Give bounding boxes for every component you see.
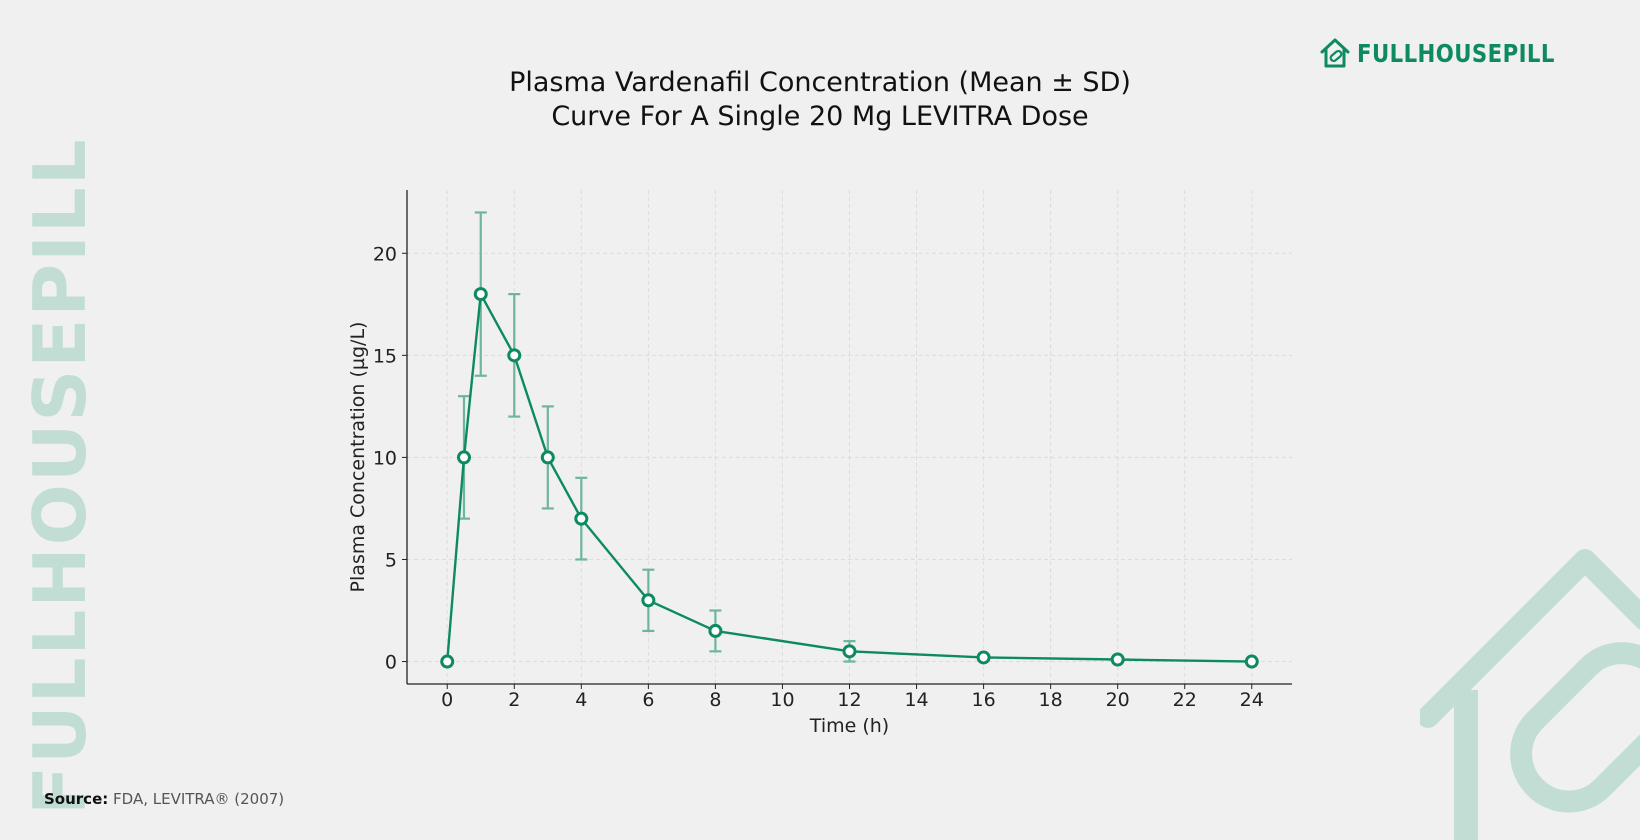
data-point [842, 644, 857, 659]
x-tick-label: 0 [441, 689, 453, 711]
x-tick-label: 20 [1106, 689, 1130, 711]
chart-title-line-1: Plasma Vardenafil Concentration (Mean ± … [509, 67, 1131, 98]
data-point [708, 623, 723, 638]
y-tick-label: 10 [373, 447, 397, 469]
brand-logo-text: FULLHOUSEPILL [1357, 38, 1556, 68]
source-note: Source: FDA, LEVITRA® (2007) [44, 790, 284, 808]
data-point [1244, 654, 1259, 669]
y-axis-label: Plasma Concentration (µg/L) [347, 322, 369, 593]
brand-logo: FULLHOUSEPILL [1319, 37, 1590, 69]
x-tick-label: 2 [508, 689, 520, 711]
x-axis-label: Time (h) [809, 715, 889, 737]
data-point [1110, 652, 1125, 667]
data-point [440, 654, 455, 669]
source-text: FDA, LEVITRA® (2007) [113, 790, 285, 808]
data-point [976, 650, 991, 665]
y-tick-label: 15 [373, 345, 397, 367]
house-watermark-icon [1420, 549, 1640, 840]
y-tick-label: 20 [373, 243, 397, 265]
x-tick-label: 4 [575, 689, 587, 711]
x-tick-label: 16 [971, 689, 995, 711]
y-tick-label: 0 [385, 652, 397, 674]
x-tick-label: 12 [837, 689, 861, 711]
data-point [574, 511, 589, 526]
x-tick-label: 6 [642, 689, 654, 711]
data-point [641, 593, 656, 608]
x-tick-label: 22 [1173, 689, 1197, 711]
x-tick-label: 14 [904, 689, 928, 711]
data-point [507, 348, 522, 363]
data-point [540, 450, 555, 465]
x-tick-label: 8 [709, 689, 721, 711]
series-line [446, 292, 1252, 663]
data-point [473, 287, 488, 302]
data-point [456, 450, 471, 465]
source-label: Source: [44, 790, 109, 808]
chart-title-line-2: Curve For A Single 20 Mg LEVITRA Dose [551, 101, 1089, 132]
x-tick-label: 10 [770, 689, 794, 711]
y-tick-label: 5 [385, 549, 397, 571]
x-tick-label: 24 [1240, 689, 1264, 711]
house-pill-icon [1320, 38, 1350, 68]
x-tick-label: 18 [1039, 689, 1063, 711]
